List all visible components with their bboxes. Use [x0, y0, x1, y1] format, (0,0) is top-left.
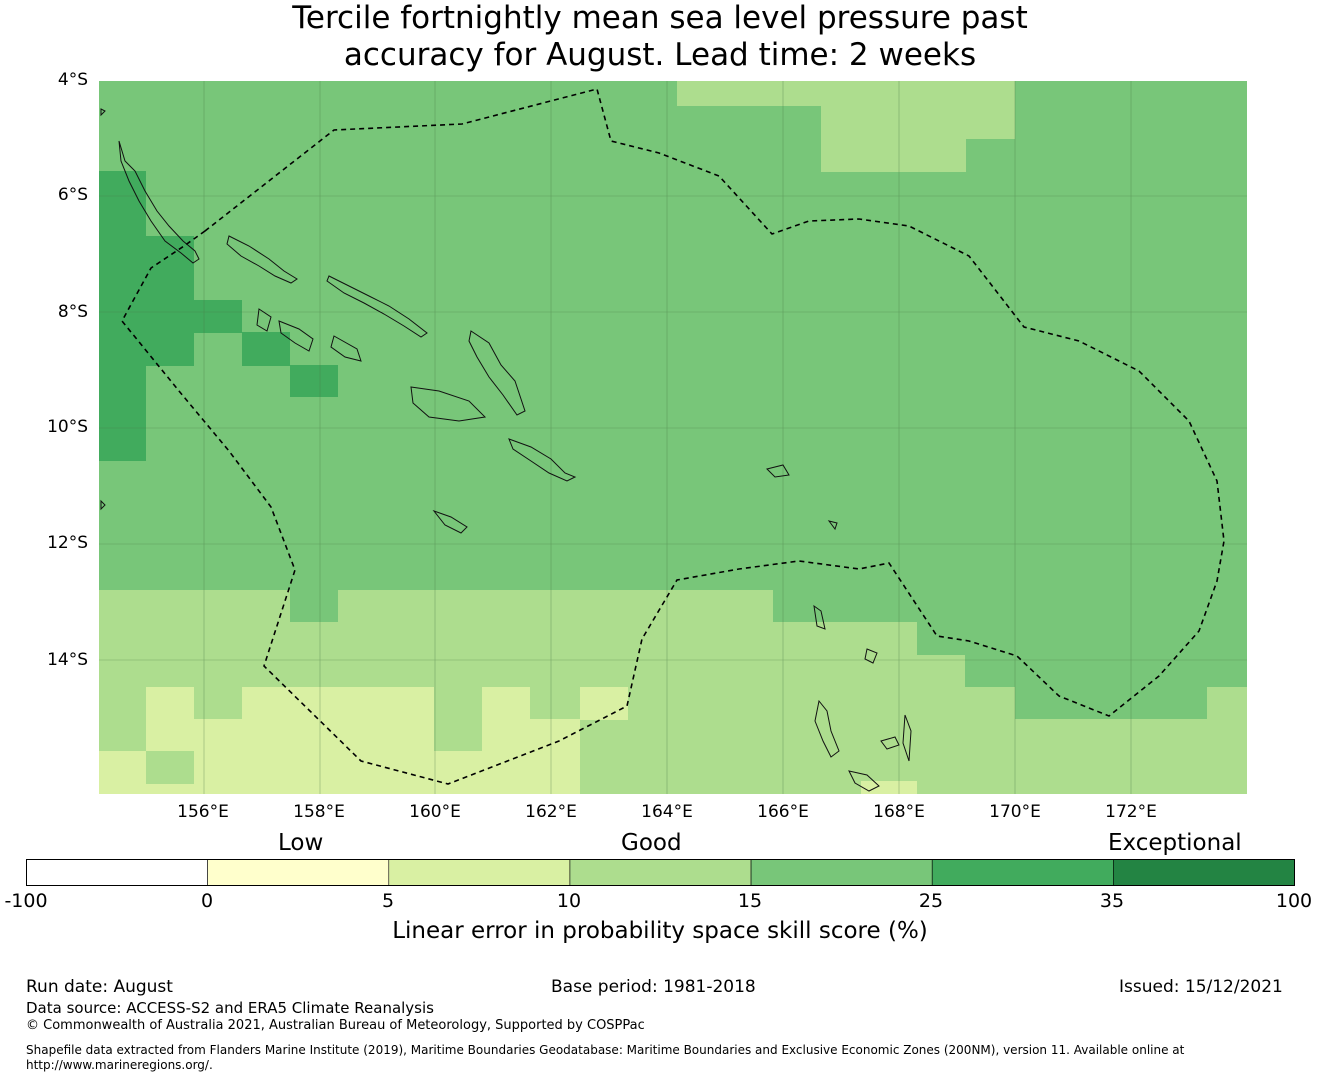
- lat-label-4s: 4°S: [57, 70, 88, 90]
- lat-label-6s: 6°S: [57, 185, 88, 205]
- island-edge-nw: [100, 108, 106, 117]
- lon-label-160e: 160°E: [409, 802, 461, 822]
- coastlines: [100, 108, 912, 792]
- grid-cell: [194, 300, 242, 333]
- island-edge-w: [100, 499, 106, 511]
- colorbar-tick: 10: [556, 890, 582, 912]
- skill-score-map: [99, 81, 1247, 794]
- colorbar-swatch: [26, 859, 208, 886]
- lon-label-168e: 168°E: [873, 802, 925, 822]
- island-russell: [330, 335, 362, 362]
- grid-cell: [821, 106, 1015, 139]
- island-banks: [864, 648, 878, 664]
- colorbar-swatches: [26, 859, 1295, 886]
- colorbar-label: Linear error in probability space skill …: [392, 918, 928, 944]
- colorbar-tick: -100: [4, 890, 48, 912]
- lat-label-8s: 8°S: [57, 302, 88, 322]
- lon-label-156e: 156°E: [177, 802, 229, 822]
- run-date: Run date: August: [26, 977, 173, 997]
- grid-cell: [146, 751, 194, 784]
- lat-label-14s: 14°S: [47, 650, 88, 670]
- lat-label-10s: 10°S: [47, 417, 88, 437]
- grid-cell: [861, 781, 917, 794]
- island-malakula: [848, 770, 880, 792]
- island-small: [827, 520, 838, 531]
- island-torres: [813, 604, 826, 630]
- shapefile-url: http://www.marineregions.org/.: [26, 1058, 213, 1072]
- colorbar-swatch: [569, 859, 752, 886]
- colorbar: [26, 859, 1295, 886]
- copyright: © Commonwealth of Australia 2021, Austra…: [26, 1018, 645, 1033]
- colorbar-frame: [26, 859, 1295, 886]
- island-bougainville: [118, 140, 200, 264]
- island-new-georgia: [278, 320, 314, 352]
- island-santa-isabel: [326, 275, 428, 338]
- lat-label-12s: 12°S: [47, 533, 88, 553]
- category-low: Low: [278, 830, 324, 856]
- shapefile-credit: Shapefile data extracted from Flanders M…: [26, 1043, 1185, 1057]
- colorbar-tick: 5: [381, 890, 395, 912]
- lon-label-172e: 172°E: [1105, 802, 1157, 822]
- grid-cell: [917, 655, 965, 794]
- island-ndeni: [766, 464, 790, 478]
- lon-label-164e: 164°E: [641, 802, 693, 822]
- grid-cell: [194, 719, 242, 794]
- title-line-2: accuracy for August. Lead time: 2 weeks: [343, 37, 977, 73]
- colorbar-tick: 35: [1099, 890, 1125, 912]
- island-vella-lavella: [256, 308, 272, 332]
- category-exceptional: Exceptional: [1108, 830, 1242, 856]
- grid-cell: [580, 687, 628, 720]
- grid-cell: [290, 590, 338, 622]
- grid-cell: [530, 719, 580, 794]
- lon-label-158e: 158°E: [293, 802, 345, 822]
- colorbar-swatch: [931, 859, 1114, 886]
- grid-cell: [1112, 687, 1160, 719]
- map-title: Tercile fortnightly mean sea level press…: [0, 0, 1320, 74]
- island-guadalcanal: [410, 386, 487, 422]
- colorbar-tick: 25: [918, 890, 944, 912]
- title-line-1: Tercile fortnightly mean sea level press…: [292, 0, 1028, 36]
- island-choiseul: [226, 235, 298, 284]
- colorbar-swatch: [1113, 859, 1295, 886]
- grid-cell: [146, 236, 194, 366]
- colorbar-swatch: [207, 859, 390, 886]
- issued-date: Issued: 15/12/2021: [1119, 977, 1283, 997]
- island-rennell: [432, 509, 468, 534]
- grid-cell: [482, 687, 530, 794]
- grid-cell: [1207, 687, 1247, 719]
- island-pentecost: [902, 714, 912, 762]
- colorbar-swatch: [750, 859, 933, 886]
- base-period: Base period: 1981-2018: [551, 977, 756, 997]
- grid-cell: [821, 139, 966, 172]
- graticule: [99, 81, 1247, 794]
- colorbar-tick: 15: [737, 890, 763, 912]
- island-espiritu-santo: [814, 699, 840, 758]
- island-malaita: [468, 330, 526, 416]
- grid-cell: [242, 332, 290, 366]
- data-source: Data source: ACCESS-S2 and ERA5 Climate …: [26, 999, 434, 1017]
- lon-label-162e: 162°E: [525, 802, 577, 822]
- colorbar-tick: 0: [200, 890, 214, 912]
- grid-cell: [99, 751, 146, 794]
- island-makira: [508, 438, 577, 482]
- lon-label-170e: 170°E: [989, 802, 1041, 822]
- grid-cell: [677, 81, 1015, 106]
- category-good: Good: [621, 830, 682, 856]
- grid-cell: [1159, 687, 1207, 719]
- colorbar-swatch: [388, 859, 571, 886]
- lon-label-166e: 166°E: [757, 802, 809, 822]
- colorbar-tick: 100: [1275, 890, 1313, 912]
- grid-cell: [434, 751, 482, 794]
- island-ambae: [880, 736, 900, 750]
- grid-cell: [242, 687, 434, 794]
- grid-cell: [290, 365, 338, 397]
- grid-cell: [773, 622, 917, 794]
- eez-boundary: [121, 88, 1225, 785]
- grid-cell: [99, 171, 146, 461]
- skill-grid: [99, 81, 1247, 794]
